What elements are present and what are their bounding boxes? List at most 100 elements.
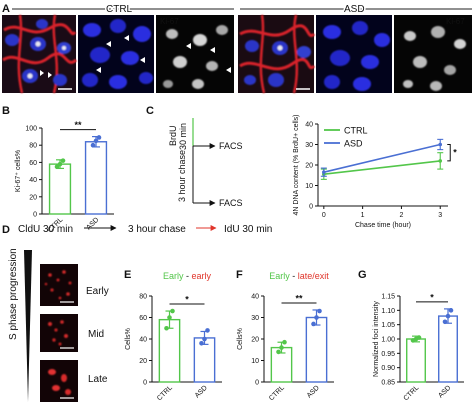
data-point xyxy=(93,138,99,144)
facs-label-1: FACS xyxy=(219,141,243,151)
panel-g-letter: G xyxy=(358,269,367,281)
y-tick-label: 30 xyxy=(251,315,259,322)
early-early-bar-chart: 0 20 40 60 80 Cells% CTRL ASD * Early - early xyxy=(125,271,222,402)
x-tick-label: 0 xyxy=(322,212,326,219)
data-point xyxy=(317,308,322,314)
y-tick-label: 30 xyxy=(305,142,313,149)
y-tick-label: 80 xyxy=(139,294,147,301)
chase-label: 3 hour chase xyxy=(177,150,187,202)
asd-ki67-tile-label: Ki-67 xyxy=(446,17,465,26)
ctrl-merge-micrograph xyxy=(2,14,78,94)
x-tick-label: ASD xyxy=(85,216,100,231)
y-tick-label: 100 xyxy=(25,126,37,133)
y-tick-label: 10 xyxy=(251,358,259,365)
asd-merge-micrograph xyxy=(238,14,316,94)
data-point xyxy=(438,159,443,163)
y-tick-label: 0.90 xyxy=(381,365,395,372)
idu-label: IdU 30 min xyxy=(224,224,272,235)
brdu-label: BrdU xyxy=(168,125,178,146)
x-tick-label: CTRL xyxy=(156,384,174,402)
data-point xyxy=(311,321,316,327)
chase-schematic: BrdU 30 min 3 hour chase FACS FACS xyxy=(168,118,243,208)
significance-marker: ** xyxy=(74,120,82,130)
y-axis-label: Ki-67⁺ cells% xyxy=(15,150,22,192)
x-tick-label: ASD xyxy=(306,384,321,399)
chart-title-part: early xyxy=(192,271,212,281)
y-tick-label: 0.85 xyxy=(381,380,395,387)
chart-title-part: late/exit xyxy=(298,271,330,281)
asd-dapi-micrograph xyxy=(316,15,392,93)
data-point xyxy=(445,313,451,319)
chase-label-d: 3 hour chase xyxy=(128,224,186,235)
panel-e: E 0 20 40 60 80 Cells% CTRL ASD * Early - early xyxy=(124,269,222,402)
data-point xyxy=(170,308,175,314)
stage-late: Late xyxy=(88,374,108,385)
legend-label: ASD xyxy=(344,139,363,149)
x-tick-label: ASD xyxy=(194,384,209,399)
data-point xyxy=(276,349,281,355)
bar-ctrl xyxy=(158,318,181,383)
panel-f-letter: F xyxy=(236,269,243,281)
significance-marker: * xyxy=(430,292,434,302)
y-axis-label: Cells% xyxy=(237,328,244,350)
legend-label: CTRL xyxy=(344,126,368,136)
progression-wedge xyxy=(24,250,32,402)
mid-micrograph xyxy=(40,314,78,352)
data-point xyxy=(205,328,210,333)
data-point xyxy=(322,170,326,174)
panel-a: A CTRL ASD xyxy=(2,3,472,94)
y-tick-label: 20 xyxy=(139,358,147,365)
y-tick-label: 60 xyxy=(139,315,147,322)
early-late-bar-chart: 0 10 20 30 40 Cells% CTRL ASD ** Early - late/exi… xyxy=(237,271,334,402)
data-point xyxy=(314,315,319,320)
y-axis-label: Cells% xyxy=(125,328,132,350)
panel-d: D CldU 30 min 3 hour chase IdU 30 min S … xyxy=(2,224,272,402)
data-point xyxy=(282,339,287,345)
panel-b-letter: B xyxy=(2,105,10,117)
significance-marker: * xyxy=(185,295,189,305)
x-tick-label: ASD xyxy=(437,384,452,399)
x-tick-label: 2 xyxy=(399,212,403,219)
x-tick-label: 1 xyxy=(361,212,365,219)
ctrl-ki67-tile-label: Ki-67 xyxy=(160,17,179,26)
x-tick-label: CTRL xyxy=(268,384,286,402)
x-tick-label: CTRL xyxy=(403,384,421,402)
facs-label-2: FACS xyxy=(219,198,243,208)
series-line-asd xyxy=(323,143,441,173)
group-label-ctrl: CTRL xyxy=(106,4,133,15)
data-point xyxy=(199,341,204,346)
chart-title: Early - early xyxy=(163,271,212,281)
significance-marker: ** xyxy=(295,293,303,303)
y-tick-label: 0 xyxy=(309,204,313,211)
data-point xyxy=(96,135,102,140)
bar-ctrl xyxy=(48,163,72,215)
significance-marker: * xyxy=(453,148,457,158)
early-micrograph xyxy=(40,264,78,306)
panel-c-letter: C xyxy=(146,105,154,117)
bar-ctrl xyxy=(406,338,426,383)
y-tick-label: 1.15 xyxy=(381,294,395,301)
data-point xyxy=(438,142,443,147)
panel-e-letter: E xyxy=(124,269,131,281)
x-axis-label: Chase time (hour) xyxy=(355,222,411,229)
bar-asd xyxy=(84,141,108,215)
data-point xyxy=(202,336,207,342)
significance-bracket xyxy=(447,144,451,162)
stage-mid: Mid xyxy=(88,329,104,340)
y-tick-label: 40 xyxy=(139,337,147,344)
chart-title-part: Early xyxy=(269,271,290,281)
cldu-label: CldU 30 min xyxy=(18,224,73,235)
stage-early: Early xyxy=(86,286,109,297)
data-point xyxy=(54,164,60,169)
x-tick-label: 3 xyxy=(438,212,442,219)
bar-asd xyxy=(438,315,458,383)
panel-d-letter: D xyxy=(2,224,10,236)
asd-ki67-micrograph: Ki-67 xyxy=(394,15,472,93)
y-axis-label: Normalized foci intensity xyxy=(373,301,380,377)
y-tick-label: 20 xyxy=(251,337,259,344)
brdu-time: 30 min xyxy=(178,123,188,150)
data-point xyxy=(57,161,63,167)
